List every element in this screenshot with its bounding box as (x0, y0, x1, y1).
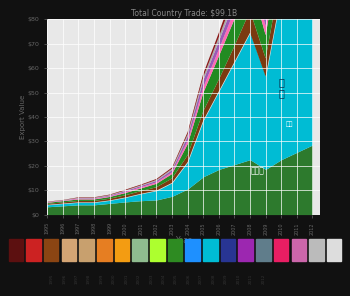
Bar (26, 239, 41, 261)
Text: 2009: 2009 (224, 274, 228, 284)
Bar (186, 239, 200, 261)
Text: 2002: 2002 (137, 274, 141, 284)
Bar (221, 239, 235, 261)
Bar (62, 239, 76, 261)
Bar (115, 239, 129, 261)
Text: 2000: 2000 (112, 274, 116, 284)
Text: 纺织品: 纺织品 (251, 166, 265, 175)
Text: 2005: 2005 (174, 274, 178, 284)
Bar (9, 239, 23, 261)
Bar (238, 239, 253, 261)
Text: 2012: 2012 (261, 274, 265, 284)
X-axis label: Year: Year (176, 236, 192, 245)
Text: 1996: 1996 (62, 274, 66, 284)
Text: 2011: 2011 (249, 274, 253, 284)
Bar (203, 239, 218, 261)
Bar (132, 239, 147, 261)
Text: 2001: 2001 (124, 274, 128, 284)
Bar (150, 239, 164, 261)
Y-axis label: Export Value: Export Value (20, 95, 26, 139)
Text: 1998: 1998 (87, 274, 91, 284)
Text: 2006: 2006 (187, 274, 191, 284)
Text: 2010: 2010 (236, 274, 240, 284)
Bar (327, 239, 341, 261)
Bar (292, 239, 306, 261)
Text: 化装: 化装 (285, 121, 293, 127)
Text: 1997: 1997 (75, 274, 79, 284)
Text: 1999: 1999 (99, 274, 104, 284)
Bar (309, 239, 324, 261)
Bar (256, 239, 271, 261)
Bar (274, 239, 288, 261)
Bar (168, 239, 182, 261)
Bar (97, 239, 112, 261)
Text: 2004: 2004 (162, 274, 166, 284)
Text: 2007: 2007 (199, 274, 203, 284)
Text: 1995: 1995 (50, 274, 54, 284)
Bar (44, 239, 58, 261)
Text: 机
械: 机 械 (278, 77, 284, 98)
Bar (79, 239, 94, 261)
Text: 2008: 2008 (211, 274, 216, 284)
Title: Total Country Trade: $99.1B: Total Country Trade: $99.1B (131, 9, 237, 18)
Text: 2003: 2003 (149, 274, 153, 284)
